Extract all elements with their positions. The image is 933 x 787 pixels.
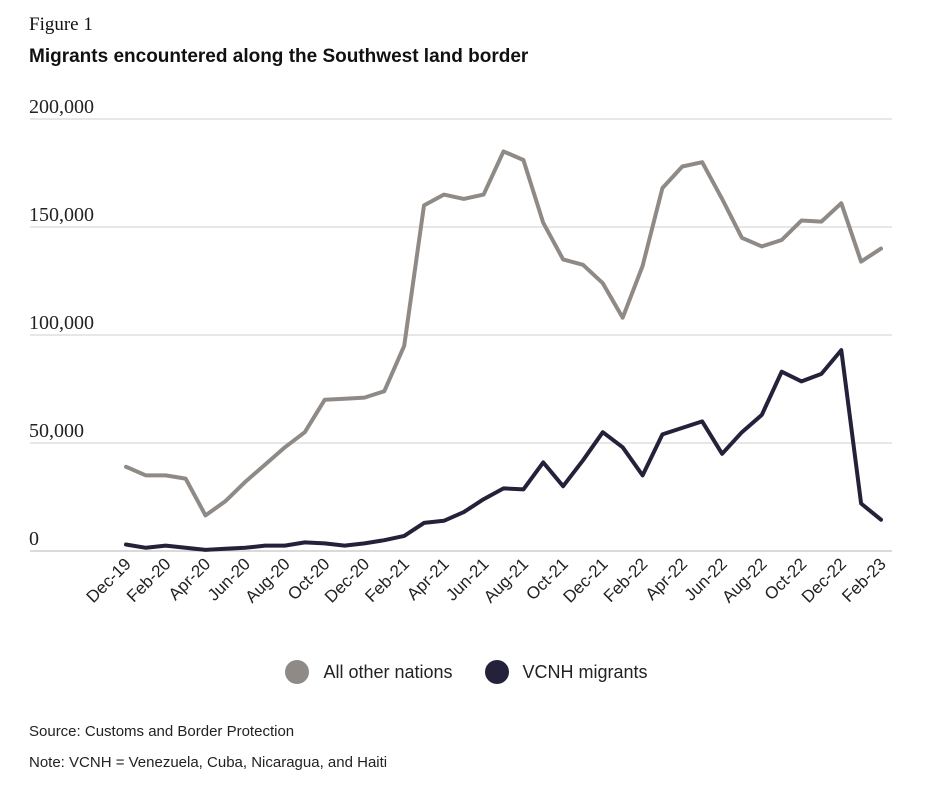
x-tick-label: Aug-20	[242, 554, 294, 606]
y-axis-tick-labels: 0 50,000 100,000 150,000 200,000	[29, 96, 94, 550]
source-note: Source: Customs and Border Protection	[29, 723, 295, 740]
series-lines	[124, 149, 883, 552]
x-tick-label: Dec-22	[798, 554, 850, 606]
x-tick-label: Feb-23	[838, 554, 890, 606]
chart-title: Migrants encountered along the Southwest…	[29, 46, 529, 67]
y-tick-label: 50,000	[29, 420, 84, 442]
x-tick-label: Dec-20	[321, 554, 373, 606]
series-line-all-other-nations	[124, 149, 883, 518]
x-tick-label: Apr-20	[165, 554, 215, 604]
legend-item-all-other-nations: All other nations	[285, 660, 453, 684]
x-tick-label: Feb-21	[361, 554, 413, 606]
legend-swatch-vcnh-migrants	[484, 660, 509, 684]
legend-label: VCNH migrants	[522, 661, 648, 682]
x-tick-label: Dec-19	[83, 554, 135, 606]
y-tick-label: 200,000	[29, 96, 94, 118]
figure-label: Figure 1	[29, 14, 93, 35]
legend-swatch-all-other-nations	[285, 660, 310, 684]
y-tick-label: 100,000	[29, 312, 94, 334]
gridlines	[30, 118, 892, 552]
legend-item-vcnh-migrants: VCNH migrants	[484, 660, 648, 684]
x-axis-tick-labels: Dec-19Feb-20Apr-20Jun-20Aug-20Oct-20Dec-…	[83, 554, 890, 606]
x-tick-label: Feb-20	[123, 554, 175, 606]
x-tick-label: Dec-21	[559, 554, 611, 606]
legend-label: All other nations	[323, 661, 453, 682]
abbreviation-note: Note: VCNH = Venezuela, Cuba, Nicaragua,…	[29, 754, 388, 771]
x-tick-label: Apr-22	[642, 554, 692, 604]
y-tick-label: 150,000	[29, 204, 94, 226]
x-tick-label: Aug-21	[480, 554, 532, 606]
x-tick-label: Aug-22	[718, 554, 770, 606]
series-line-vcnh-migrants	[124, 348, 883, 552]
y-tick-label: 0	[29, 528, 39, 550]
x-tick-label: Apr-21	[403, 554, 453, 604]
legend: All other nations VCNH migrants	[0, 660, 933, 684]
x-tick-label: Feb-22	[600, 554, 652, 606]
